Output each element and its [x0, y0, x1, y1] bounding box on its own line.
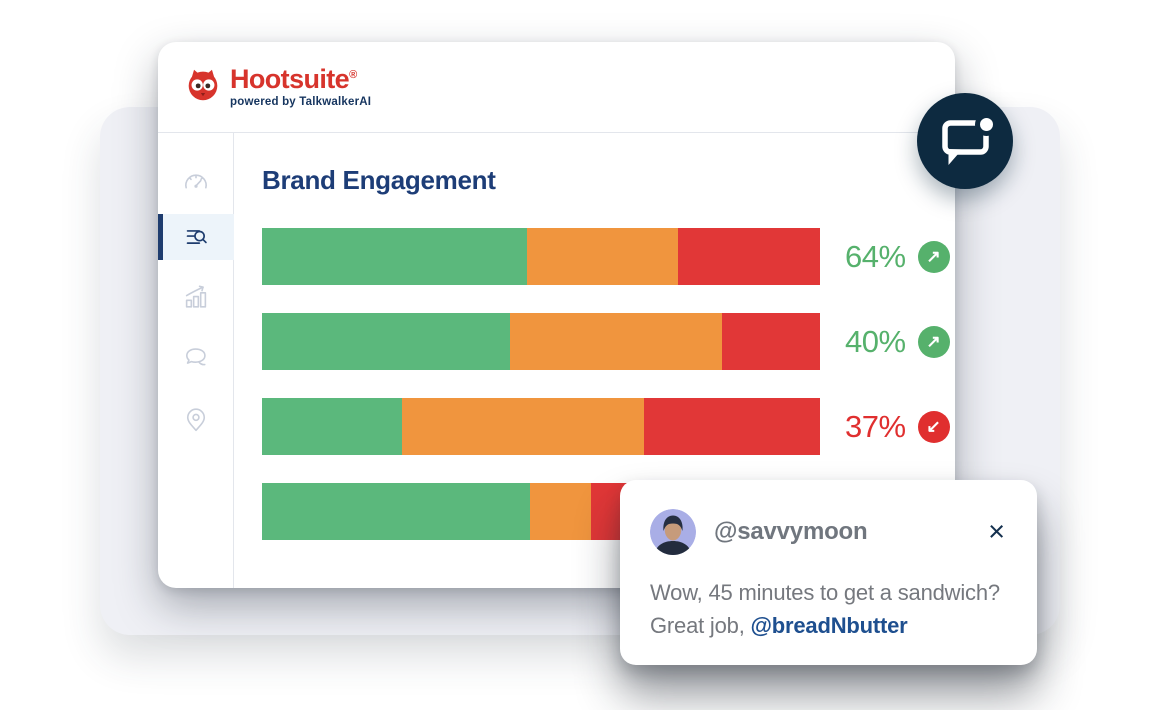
close-icon[interactable]: ×: [988, 515, 1005, 548]
registered-mark: ®: [349, 69, 357, 81]
notification-message: Wow, 45 minutes to get a sandwich? Great…: [650, 576, 1011, 642]
engagement-bar-row: 37% ↙: [262, 398, 950, 455]
comment-notification-card: @savvymoon × Wow, 45 minutes to get a sa…: [620, 480, 1037, 665]
sidebar-item-search-listening[interactable]: [158, 214, 234, 260]
green-segment: [262, 483, 530, 540]
sidebar-item-locations[interactable]: [158, 397, 234, 443]
percent-label: 37%: [845, 408, 906, 444]
list-search-icon: [181, 222, 211, 252]
bar-value: 37% ↙: [845, 409, 950, 445]
brand-tagline: powered by TalkwalkerAI: [230, 96, 372, 108]
trend-arrow-icon: ↗: [917, 240, 950, 273]
sidebar: [158, 133, 234, 588]
green-segment: [262, 313, 511, 370]
brand-name: Hootsuite®: [230, 64, 357, 94]
stacked-bar: [262, 398, 820, 455]
percent-label: 40%: [845, 323, 906, 359]
chat-notification-icon: [917, 91, 1013, 192]
orange-segment: [510, 313, 723, 370]
percent-label: 64%: [845, 238, 906, 274]
logo-text: Hootsuite® powered by TalkwalkerAI: [230, 64, 372, 109]
notification-header: @savvymoon ×: [650, 509, 1011, 555]
green-segment: [262, 228, 528, 285]
sidebar-item-analytics[interactable]: [158, 274, 234, 320]
card-header: Hootsuite® powered by TalkwalkerAI: [158, 42, 955, 133]
gauge-icon: [181, 168, 211, 198]
sidebar-item-conversations[interactable]: [158, 334, 234, 380]
stacked-bar: [262, 313, 820, 370]
red-segment: [644, 398, 820, 455]
hootsuite-logo: Hootsuite® powered by TalkwalkerAI: [185, 66, 371, 108]
location-pin-icon: [181, 405, 211, 435]
bar-value: 64% ↗: [845, 239, 950, 275]
analytics-dashboard-card: Hootsuite® powered by TalkwalkerAI: [158, 42, 955, 588]
bar-chart-trend-icon: [181, 282, 211, 312]
chart-title: Brand Engagement: [262, 165, 496, 195]
message-line-1: Wow, 45 minutes to get a sandwich?: [650, 580, 1000, 605]
green-segment: [262, 398, 402, 455]
orange-segment: [529, 483, 592, 540]
username: @savvymoon: [714, 518, 868, 545]
trend-arrow-icon: ↗: [917, 325, 950, 358]
message-line-2-prefix: Great job,: [650, 613, 751, 638]
avatar: [650, 509, 696, 555]
chat-bubbles-icon: [181, 342, 211, 372]
mention-link[interactable]: @breadNbutter: [750, 613, 908, 638]
red-segment: [722, 313, 820, 370]
chat-notification-badge[interactable]: [917, 93, 1013, 189]
bar-value: 40% ↗: [845, 324, 950, 360]
trend-arrow-icon: ↙: [917, 410, 950, 443]
orange-segment: [527, 228, 678, 285]
stacked-bar: [262, 228, 820, 285]
red-segment: [677, 228, 820, 285]
sidebar-item-dashboard[interactable]: [158, 160, 234, 206]
engagement-bar-row: 64% ↗: [262, 228, 950, 285]
orange-segment: [401, 398, 645, 455]
engagement-bar-row: 40% ↗: [262, 313, 950, 370]
message-line-2: Great job, @breadNbutter: [650, 609, 1011, 642]
hootsuite-owl-icon: [185, 66, 221, 102]
